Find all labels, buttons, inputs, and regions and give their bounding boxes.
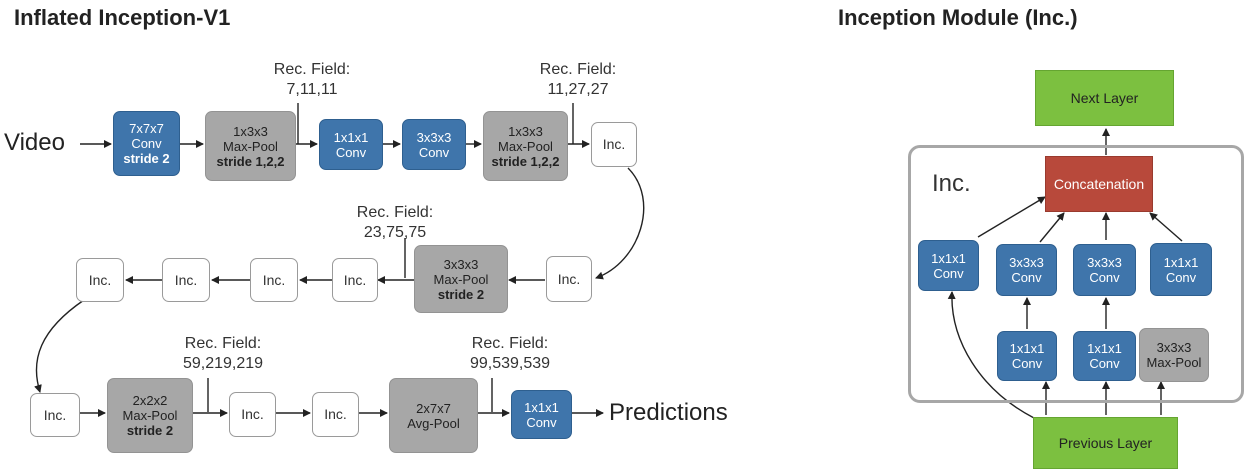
node-line: Conv xyxy=(933,265,964,281)
node-line: Conv xyxy=(335,144,367,160)
node-line: Conv xyxy=(1011,270,1042,285)
node-line: Conv xyxy=(526,414,557,430)
conv-3x3x3-node: 3x3x3 Conv xyxy=(402,119,466,170)
receptive-field-label: Rec. Field: 23,75,75 xyxy=(345,203,445,243)
receptive-field-value: 7,11,11 xyxy=(286,81,338,98)
node-line: Conv xyxy=(1089,270,1120,285)
node-line: 1x1x1 xyxy=(1009,341,1045,356)
inception-node: Inc. xyxy=(546,256,592,302)
maxpool-1x3x3-node-2: 1x3x3 Max-Pool stride 1,2,2 xyxy=(483,111,568,181)
node-line: 1x3x3 xyxy=(233,123,268,139)
node-line: 3x3x3 xyxy=(443,256,479,272)
node-line: stride 1,2,2 xyxy=(216,153,285,169)
conv-1x1x1-branch-node: 1x1x1 Conv xyxy=(1073,331,1136,381)
conv-1x1x1-node: 1x1x1 Conv xyxy=(319,119,383,170)
output-label: Predictions xyxy=(609,399,728,426)
node-line: 7x7x7 xyxy=(129,121,164,136)
conv-1x1x1-branch-node: 1x1x1 Conv xyxy=(918,240,979,291)
node-line: Inc. xyxy=(343,271,367,288)
receptive-field-title: Rec. Field: xyxy=(471,335,549,352)
node-line: Previous Layer xyxy=(1058,434,1153,451)
node-line: 1x1x1 xyxy=(1087,341,1122,356)
node-line: Max-Pool xyxy=(223,138,278,154)
node-line: Inc. xyxy=(88,271,112,288)
receptive-field-label: Rec. Field: 99,539,539 xyxy=(455,334,565,374)
conv-1x1x1-branch-node: 1x1x1 Conv xyxy=(1150,243,1212,296)
node-line: stride 2 xyxy=(437,286,485,302)
node-line: Conv xyxy=(1011,356,1043,371)
node-line: Inc. xyxy=(43,406,67,423)
node-line: Inc. xyxy=(241,406,264,422)
node-line: 3x3x3 xyxy=(1156,340,1192,355)
inception-node: Inc. xyxy=(250,258,298,302)
right-title: Inception Module (Inc.) xyxy=(838,5,1078,30)
receptive-field-title: Rec. Field: xyxy=(356,204,434,221)
receptive-field-value: 11,27,27 xyxy=(547,81,609,98)
avgpool-2x7x7-node: 2x7x7 Avg-Pool xyxy=(389,378,478,453)
module-frame-label: Inc. xyxy=(932,170,971,197)
maxpool-1x3x3-node: 1x3x3 Max-Pool stride 1,2,2 xyxy=(205,111,296,181)
node-line: 1x1x1 xyxy=(1163,254,1199,270)
inception-node: Inc. xyxy=(229,392,276,437)
node-line: Conv xyxy=(1089,356,1120,371)
node-line: Inc. xyxy=(262,271,286,288)
inception-node: Inc. xyxy=(76,258,124,302)
previous-layer-node: Previous Layer xyxy=(1033,417,1178,469)
receptive-field-label: Rec. Field: 11,27,27 xyxy=(528,60,628,100)
node-line: Conv xyxy=(1165,269,1197,285)
maxpool-3x3x3-node: 3x3x3 Max-Pool stride 2 xyxy=(414,245,508,313)
node-line: Max-Pool xyxy=(1146,355,1202,370)
conv-1x1x1-branch-node: 1x1x1 Conv xyxy=(997,331,1057,381)
receptive-field-value: 59,219,219 xyxy=(182,355,264,372)
node-line: Max-Pool xyxy=(433,271,489,287)
node-line: Inc. xyxy=(174,271,198,288)
conv-3x3x3-branch-node: 3x3x3 Conv xyxy=(996,244,1057,296)
node-line: stride 1,2,2 xyxy=(491,153,560,169)
node-line: 3x3x3 xyxy=(416,129,452,145)
node-line: Inc. xyxy=(324,406,347,422)
node-line: stride 2 xyxy=(126,423,174,438)
receptive-field-title: Rec. Field: xyxy=(184,335,262,352)
inception-node: Inc. xyxy=(591,122,637,167)
inception-node: Inc. xyxy=(312,392,359,437)
node-line: Next Layer xyxy=(1070,89,1139,106)
receptive-field-value: 99,539,539 xyxy=(469,355,551,372)
node-line: Conv xyxy=(418,144,450,160)
node-line: Max-Pool xyxy=(498,138,553,154)
node-line: 1x1x1 xyxy=(333,129,369,145)
node-line: 1x1x1 xyxy=(524,399,559,415)
node-line: Inc. xyxy=(602,136,626,152)
conv-3x3x3-branch-node: 3x3x3 Conv xyxy=(1073,244,1136,296)
maxpool-2x2x2-node: 2x2x2 Max-Pool stride 2 xyxy=(107,378,193,453)
input-label: Video xyxy=(4,129,65,156)
node-line: 3x3x3 xyxy=(1087,255,1122,270)
receptive-field-label: Rec. Field: 7,11,11 xyxy=(262,60,362,100)
node-line: Inc. xyxy=(557,270,581,287)
node-line: 3x3x3 xyxy=(1009,255,1044,270)
node-line: 2x7x7 xyxy=(416,400,451,416)
node-line: Concatenation xyxy=(1053,175,1145,192)
node-line: Max-Pool xyxy=(122,408,178,423)
node-line: 2x2x2 xyxy=(132,393,168,408)
conv-1x1x1-node: 1x1x1 Conv xyxy=(511,390,572,439)
receptive-field-value: 23,75,75 xyxy=(363,224,427,241)
node-line: Conv xyxy=(131,136,162,151)
left-title: Inflated Inception-V1 xyxy=(14,5,231,30)
receptive-field-title: Rec. Field: xyxy=(273,61,351,78)
inception-node: Inc. xyxy=(332,258,378,302)
node-line: stride 2 xyxy=(123,151,170,166)
receptive-field-title: Rec. Field: xyxy=(539,61,617,78)
inception-node: Inc. xyxy=(30,393,80,437)
maxpool-3x3x3-branch-node: 3x3x3 Max-Pool xyxy=(1139,328,1209,382)
inception-node: Inc. xyxy=(162,258,210,302)
conv-7x7x7-node: 7x7x7 Conv stride 2 xyxy=(113,111,180,176)
next-layer-node: Next Layer xyxy=(1035,70,1174,126)
inception-module-frame xyxy=(908,145,1244,403)
concatenation-node: Concatenation xyxy=(1045,156,1153,212)
receptive-field-label: Rec. Field: 59,219,219 xyxy=(168,334,278,374)
node-line: Avg-Pool xyxy=(407,415,460,431)
node-line: 1x1x1 xyxy=(931,250,966,266)
node-line: 1x3x3 xyxy=(508,123,543,139)
